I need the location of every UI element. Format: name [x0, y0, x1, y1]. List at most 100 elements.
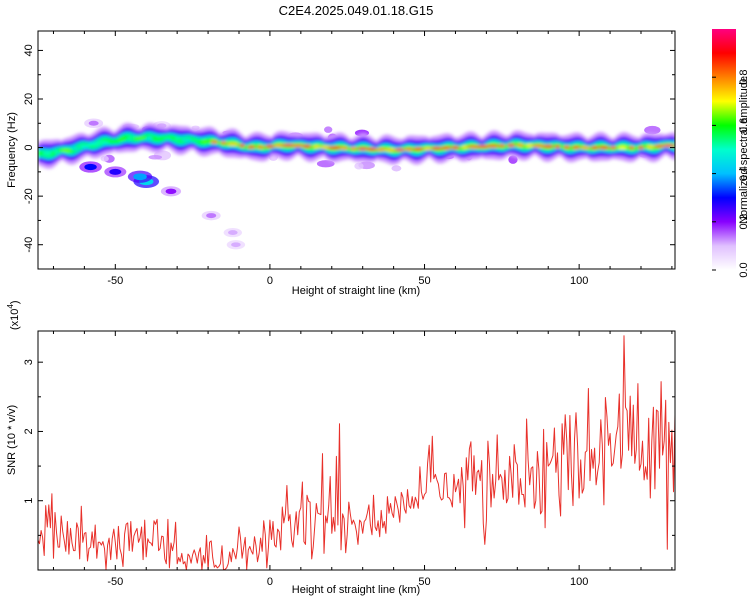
colorbar-tick-label: 0.8 — [738, 70, 750, 85]
snr-x-tick-label: 100 — [570, 576, 588, 588]
spectrogram-x-axis-label: Height of straight line (km) — [292, 285, 420, 297]
snr-x-axis: -50 0 50 100 — [52, 331, 673, 588]
spectrogram-peak — [430, 146, 443, 150]
snr-scale-label: (x104) — [6, 300, 21, 330]
spectrogram-peak — [375, 147, 387, 152]
spectrogram-cell — [319, 143, 324, 149]
spectrogram-y-tick-label: 40 — [23, 44, 35, 56]
spectrogram-speckle — [148, 154, 162, 160]
spectrogram-blob-core — [206, 213, 217, 219]
spectrogram-y-axis: -40 -20 0 20 40 — [23, 44, 675, 270]
spectrogram-peak — [226, 142, 239, 146]
spectrogram-peak — [145, 136, 153, 140]
spectrogram-blob-core — [231, 242, 241, 248]
spectrogram-blob-core — [84, 163, 97, 171]
spectrogram-cell — [449, 143, 453, 150]
snr-series-line — [38, 335, 675, 570]
colorbar-axis: 0.0 0.2 0.4 0.6 0.8 — [712, 70, 750, 278]
spectrogram-cell — [384, 145, 389, 152]
spectrogram-peak — [349, 146, 358, 151]
spectrogram-cell — [569, 144, 574, 152]
spectrogram-peak — [450, 145, 460, 150]
spectrogram-speckle — [191, 125, 200, 130]
spectrogram-peak — [423, 147, 433, 151]
spectrogram-peak — [70, 146, 80, 151]
spectrogram-peak — [384, 148, 397, 152]
snr-y-tick-label: 1 — [23, 498, 35, 504]
spectrogram-blob-core — [88, 120, 99, 126]
spectrogram-blob-core — [133, 173, 147, 181]
spectrogram-peak — [646, 145, 655, 149]
spectrogram-x-tick-label: 0 — [267, 275, 273, 287]
snr-x-tick-label: 50 — [418, 576, 430, 588]
spectrogram-peak — [542, 144, 554, 148]
spectrogram-peak — [126, 136, 136, 140]
spectrogram-x-tick-label: 100 — [570, 275, 588, 287]
spectrogram-peak — [413, 147, 424, 151]
snr-panel: -50 0 50 100 1 2 3 Height of straight line (k… — [6, 300, 676, 596]
spectrogram-peak — [506, 143, 516, 147]
spectrogram-peak — [486, 144, 500, 148]
snr-y-axis-label: SNR (10 * v/v) — [6, 405, 18, 475]
spectrogram-cell — [133, 136, 138, 142]
colorbar-label: Normalized spectral amplitude — [738, 76, 750, 224]
spectrogram-peak — [357, 147, 369, 151]
colorbar-tick-label: 0.6 — [738, 118, 750, 133]
spectrogram-panel: -50 0 50 100 -40 -20 0 20 40 Height of straight… — [6, 30, 676, 297]
spectrogram-peak — [174, 137, 181, 141]
spectrogram-peak — [498, 144, 506, 148]
spectrogram-cell — [115, 138, 119, 144]
spectrogram-peak — [366, 147, 378, 151]
spectrogram-x-axis: -50 0 50 100 — [52, 31, 673, 287]
spectrogram-peak — [78, 144, 91, 148]
spectrogram-cell — [198, 139, 203, 146]
spectrogram-peak — [180, 138, 193, 142]
spectrogram-peak — [210, 140, 219, 144]
spectrogram-x-tick-label: -50 — [107, 275, 123, 287]
spectrogram-speckle — [354, 162, 364, 170]
spectrogram-peak — [134, 136, 146, 140]
spectrogram-plot-area — [38, 31, 675, 269]
spectrogram-peak — [290, 144, 305, 148]
spectrogram-speckle — [316, 160, 335, 168]
colorbar-tick-label: 0.4 — [738, 166, 750, 181]
spectrogram-blob-core — [228, 230, 238, 235]
spectrogram-y-tick-label: 20 — [23, 93, 35, 105]
colorbar-gradient — [712, 29, 736, 270]
spectrogram-peak — [662, 143, 675, 148]
snr-scale-exponent: 4 — [6, 304, 15, 309]
spectrogram-peak — [42, 151, 53, 155]
snr-y-tick-label: 2 — [23, 428, 35, 434]
spectrogram-peak — [637, 145, 645, 150]
spectrogram-cell — [254, 143, 259, 150]
spectrogram-peak — [554, 145, 561, 149]
spectrogram-cell — [263, 145, 268, 151]
snr-scale-suffix: ) — [9, 300, 21, 304]
spectrogram-cell — [208, 137, 212, 144]
spectrogram-peak — [598, 145, 610, 150]
spectrogram-peak — [441, 146, 452, 150]
spectrogram-peak — [154, 136, 163, 140]
spectrogram-peak — [461, 145, 469, 149]
spectrogram-peak — [563, 145, 571, 149]
spectrogram-cell — [532, 142, 537, 147]
spectrogram-peak — [571, 145, 581, 150]
spectrogram-peak — [609, 145, 617, 150]
snr-x-axis-label: Height of straight line (km) — [292, 584, 420, 596]
spectrogram-cell — [579, 143, 583, 150]
spectrogram-cell — [393, 148, 398, 155]
spectrogram-peak — [117, 137, 126, 141]
spectrogram-peak — [247, 145, 256, 149]
spectrogram-cell — [310, 144, 314, 151]
spectrogram-peak — [628, 145, 635, 150]
colorbar: 0.0 0.2 0.4 0.6 0.8 Normalized spectral ampl… — [712, 29, 750, 278]
spectrogram-peak — [264, 144, 275, 148]
spectrogram-frame — [37, 30, 676, 270]
spectrogram-peak — [580, 145, 591, 150]
spectrogram-y-tick-label: 0 — [23, 145, 35, 151]
spectrogram-cell — [588, 146, 593, 152]
spectrogram-cell — [245, 144, 249, 150]
spectrogram-peak — [162, 136, 173, 140]
spectrogram-peak — [327, 146, 342, 150]
spectrogram-peak — [312, 145, 321, 149]
